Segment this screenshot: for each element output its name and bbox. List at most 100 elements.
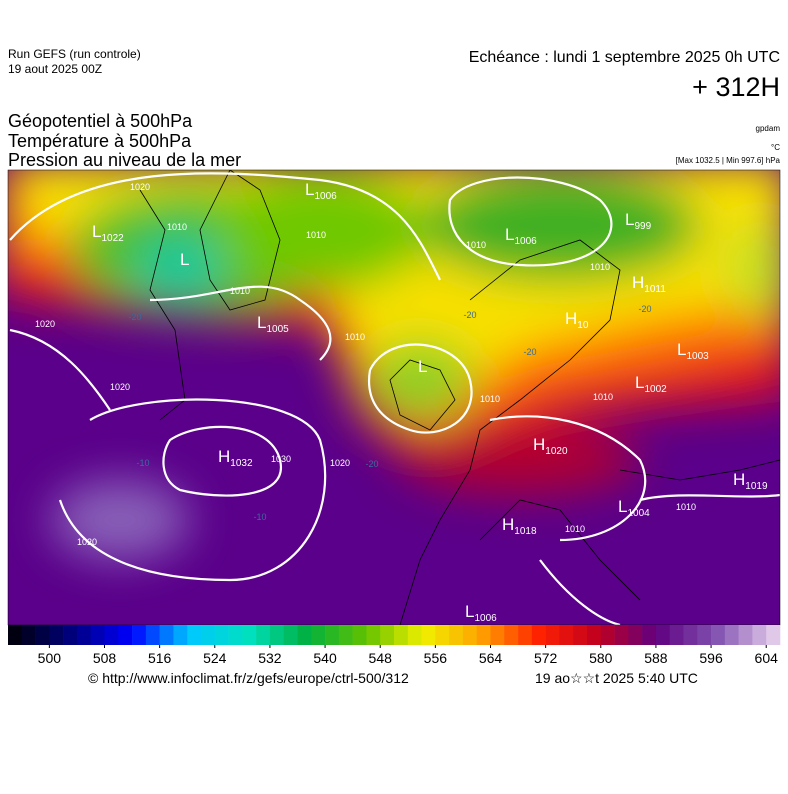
- colorbar-swatch: [435, 625, 450, 645]
- pressure-center: H1011: [632, 273, 666, 295]
- colorbar-swatch: [132, 625, 147, 645]
- colorbar-swatch: [697, 625, 712, 645]
- field-name: Géopotentiel à 500hPa: [8, 111, 193, 131]
- colorbar-swatch: [462, 625, 478, 645]
- colorbar-tick-label: 588: [644, 650, 668, 666]
- colorbar-tick-label: 580: [589, 650, 613, 666]
- colorbar-swatch: [600, 625, 615, 645]
- colorbar-swatch: [118, 625, 133, 645]
- pressure-center: L999: [625, 210, 652, 232]
- pressure-center: L1002: [635, 373, 667, 395]
- colorbar-swatch: [587, 625, 602, 645]
- colorbar-swatch: [63, 625, 78, 645]
- field-name: Pression au niveau de la mer: [8, 150, 241, 170]
- isobar-label: 1010: [593, 392, 613, 402]
- temperature-label: -10: [253, 512, 266, 522]
- colorbar-swatch: [724, 625, 739, 645]
- pressure-center: L1006: [465, 602, 497, 624]
- colorbar-swatch: [242, 625, 257, 645]
- isobar-label: 1020: [110, 382, 130, 392]
- temperature-label: -20: [523, 347, 536, 357]
- colorbar-tick-label: 500: [38, 650, 62, 666]
- pressure-center: L1006: [505, 225, 537, 247]
- center-kind: L: [618, 497, 627, 516]
- run-label: Run GEFS (run controle): [8, 47, 141, 61]
- source-url: © http://www.infoclimat.fr/z/gefs/europe…: [88, 670, 409, 686]
- center-value: 1004: [627, 508, 650, 519]
- colorbar-tick-label: 564: [479, 650, 503, 666]
- colorbar-swatch: [366, 625, 381, 645]
- center-kind: L: [635, 373, 644, 392]
- center-kind: H: [565, 309, 577, 328]
- center-kind: H: [533, 435, 545, 454]
- colorbar-swatch: [145, 625, 160, 645]
- pressure-center: H1019: [733, 470, 768, 492]
- pressure-center: L1005: [257, 313, 289, 335]
- colorbar-swatch: [8, 625, 23, 645]
- colorbar-swatch: [559, 625, 574, 645]
- pressure-center: H1032: [218, 447, 253, 469]
- colorbar-swatch: [90, 625, 105, 645]
- isobar-label: 1010: [167, 222, 187, 232]
- pressure-center: L1022: [92, 222, 124, 244]
- colorbar-swatch: [159, 625, 174, 645]
- colorbar-swatch: [490, 625, 505, 645]
- isobar-label: 1010: [466, 240, 486, 250]
- colorbar-swatch: [380, 625, 395, 645]
- colorbar-swatch: [752, 625, 767, 645]
- center-kind: L: [257, 313, 266, 332]
- colorbar-tick-label: 516: [148, 650, 172, 666]
- colorbar-swatch: [201, 625, 216, 645]
- colorbar-tick-label: 596: [699, 650, 723, 666]
- colorbar-swatch: [711, 625, 726, 645]
- center-kind: L: [677, 340, 686, 359]
- center-kind: H: [502, 515, 514, 534]
- timestamp: 19 ao☆☆t 2025 5:40 UTC: [535, 670, 698, 686]
- isobar-label: 1010: [306, 230, 326, 240]
- temperature-label: -10: [136, 458, 149, 468]
- colorbar-swatch: [49, 625, 64, 645]
- colorbar-swatch: [35, 625, 50, 645]
- colorbar-swatch: [614, 625, 629, 645]
- isobar-label: 1010: [565, 524, 585, 534]
- center-kind: L: [465, 602, 474, 621]
- center-kind: L: [180, 250, 189, 269]
- center-value: 10: [577, 320, 589, 331]
- pressure-center: L: [180, 250, 189, 269]
- temperature-label: -20: [463, 310, 476, 320]
- colorbar-swatch: [628, 625, 643, 645]
- center-kind: H: [632, 273, 644, 292]
- temperature-label: -20: [365, 459, 378, 469]
- colorbar-tick-label: 532: [258, 650, 282, 666]
- colorbar-swatch: [518, 625, 533, 645]
- colorbar-swatch: [214, 625, 229, 645]
- center-kind: L: [305, 180, 314, 199]
- center-value: 1020: [545, 446, 568, 457]
- colorbar-swatch: [228, 625, 243, 645]
- colorbar-tick-label: 540: [313, 650, 337, 666]
- field-name: Température à 500hPa: [8, 131, 192, 151]
- colorbar-swatch: [311, 625, 326, 645]
- colorbar-tick-label: 572: [534, 650, 558, 666]
- colorbar-swatch: [173, 625, 188, 645]
- colorbar-tick-label: 508: [93, 650, 117, 666]
- colorbar-swatch: [104, 625, 119, 645]
- pressure-center: H1020: [533, 435, 568, 457]
- run-date: 19 aout 2025 00Z: [8, 62, 102, 76]
- isobar-label: 1020: [330, 458, 350, 468]
- colorbar-swatch: [21, 625, 36, 645]
- colorbar-swatch: [76, 625, 92, 645]
- center-value: 1002: [644, 384, 667, 395]
- temperature-label: -20: [638, 304, 651, 314]
- center-kind: H: [218, 447, 230, 466]
- temperature-label: -20: [128, 312, 141, 322]
- colorbar-tick-label: 524: [203, 650, 227, 666]
- isobar-label: 1020: [35, 319, 55, 329]
- isobar-label: 1010: [345, 332, 365, 342]
- colorbar-swatch: [669, 625, 684, 645]
- colorbar-swatch: [352, 625, 367, 645]
- colorbar-swatch: [545, 625, 560, 645]
- pressure-center: L1004: [618, 497, 650, 519]
- center-kind: L: [625, 210, 634, 229]
